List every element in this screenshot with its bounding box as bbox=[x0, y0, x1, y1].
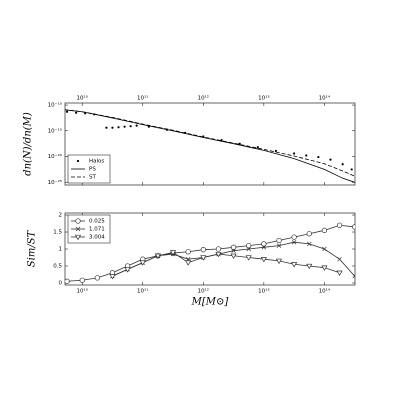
x-tick-label: 10¹¹ bbox=[137, 95, 148, 102]
marker bbox=[261, 245, 267, 250]
y-tick-label: 1 bbox=[59, 247, 63, 253]
legend-label: 0.025 bbox=[89, 219, 105, 225]
marker bbox=[220, 138, 223, 142]
marker bbox=[123, 125, 126, 128]
x-axis-label: M[M⊙] bbox=[191, 297, 229, 308]
marker bbox=[246, 246, 251, 252]
x-tick-label: 10¹⁴ bbox=[319, 288, 331, 295]
y-tick-label: 0.5 bbox=[53, 263, 62, 269]
marker bbox=[321, 227, 328, 233]
marker bbox=[350, 168, 353, 171]
marker bbox=[291, 234, 297, 240]
marker bbox=[329, 158, 332, 161]
marker bbox=[293, 152, 296, 155]
series-line bbox=[65, 109, 355, 183]
marker bbox=[230, 244, 237, 250]
x-tick-label: 10¹⁰ bbox=[76, 95, 88, 102]
y-axis-label: dn(N)/dn(M) bbox=[23, 112, 34, 176]
marker bbox=[109, 274, 116, 280]
marker bbox=[75, 218, 81, 224]
marker bbox=[336, 270, 343, 276]
marker bbox=[307, 241, 312, 247]
marker bbox=[245, 255, 252, 261]
y-tick-label: 10⁻¹⁰ bbox=[48, 102, 63, 109]
marker bbox=[117, 126, 120, 129]
marker bbox=[231, 248, 236, 253]
marker bbox=[246, 242, 252, 249]
x-tick-label: 10¹¹ bbox=[137, 288, 148, 295]
y-tick-label: 10⁻²⁵ bbox=[48, 179, 62, 186]
plot-area bbox=[65, 222, 355, 284]
marker bbox=[261, 241, 267, 247]
marker bbox=[291, 262, 298, 268]
marker bbox=[200, 255, 207, 261]
marker bbox=[352, 273, 355, 279]
legend-label: PS bbox=[89, 167, 96, 173]
marker bbox=[135, 124, 138, 127]
x-tick-label: 10¹² bbox=[198, 95, 209, 102]
marker bbox=[79, 277, 85, 283]
marker bbox=[276, 243, 282, 248]
marker bbox=[321, 265, 328, 271]
marker bbox=[185, 260, 192, 266]
marker bbox=[275, 258, 283, 265]
y-axis-label: Sim/ST bbox=[27, 229, 38, 267]
marker bbox=[215, 251, 222, 258]
series-line bbox=[65, 109, 355, 177]
marker bbox=[274, 149, 277, 152]
legend-label: ST bbox=[89, 175, 96, 181]
marker bbox=[291, 239, 297, 245]
y-tick-label: 0 bbox=[59, 280, 63, 286]
marker bbox=[75, 226, 81, 232]
marker bbox=[230, 253, 237, 259]
legend-label: 3.004 bbox=[89, 235, 105, 241]
marker bbox=[317, 155, 320, 159]
x-tick-label: 10¹⁴ bbox=[319, 95, 331, 102]
marker bbox=[336, 222, 343, 228]
marker bbox=[260, 257, 267, 263]
marker bbox=[65, 110, 69, 113]
marker bbox=[337, 256, 342, 262]
marker bbox=[76, 159, 80, 163]
marker bbox=[305, 154, 308, 157]
marker bbox=[322, 246, 327, 252]
marker bbox=[65, 278, 70, 284]
marker bbox=[139, 260, 146, 266]
marker bbox=[105, 126, 108, 129]
x-tick-label: 10¹³ bbox=[258, 95, 269, 102]
marker bbox=[154, 253, 162, 259]
plot-frame bbox=[64, 102, 356, 186]
marker bbox=[306, 263, 313, 270]
marker bbox=[111, 126, 114, 129]
marker bbox=[215, 246, 222, 252]
y-tick-label: 10⁻¹⁵ bbox=[48, 127, 62, 134]
series-line bbox=[112, 251, 340, 277]
marker bbox=[124, 267, 131, 273]
plot-area bbox=[65, 109, 355, 183]
marker bbox=[129, 125, 132, 128]
x-tick-label: 10¹⁰ bbox=[76, 288, 88, 295]
marker bbox=[169, 250, 177, 256]
marker bbox=[200, 247, 206, 253]
legend-label: 1.071 bbox=[89, 227, 105, 233]
x-tick-label: 10¹³ bbox=[258, 288, 269, 295]
marker bbox=[352, 224, 355, 230]
x-tick-label: 10¹² bbox=[198, 288, 209, 295]
marker bbox=[306, 231, 312, 237]
y-tick-label: 1.5 bbox=[53, 230, 62, 236]
marker bbox=[276, 237, 282, 244]
legend-label: Halos bbox=[89, 159, 104, 165]
y-tick-label: 2 bbox=[59, 213, 63, 219]
marker bbox=[238, 142, 241, 145]
marker bbox=[74, 234, 82, 241]
marker bbox=[75, 111, 78, 114]
marker bbox=[185, 249, 191, 255]
marker bbox=[341, 163, 344, 166]
marker bbox=[94, 275, 101, 281]
y-tick-label: 10⁻²⁰ bbox=[48, 153, 63, 160]
